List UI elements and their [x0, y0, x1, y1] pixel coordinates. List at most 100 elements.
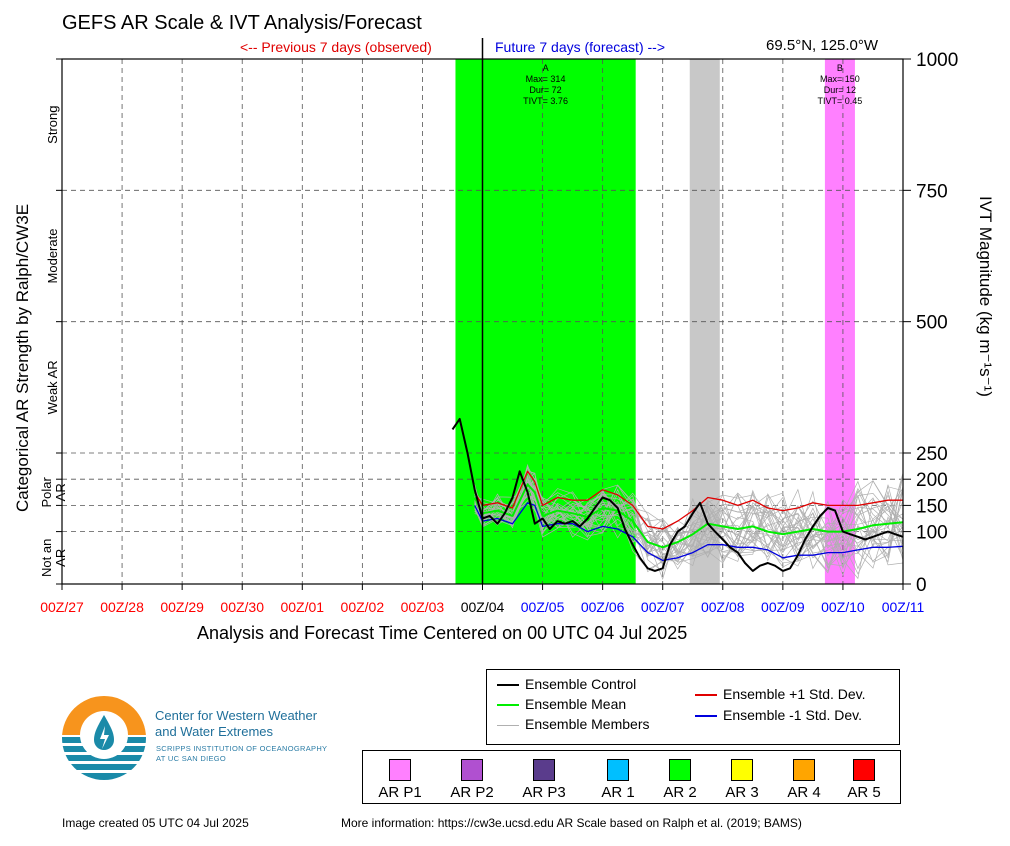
ar-legend-item-5: AR 5	[834, 759, 894, 801]
legend-label: Ensemble Control	[525, 676, 637, 692]
ar-legend-label: AR 3	[725, 784, 759, 801]
x-axis-label: Analysis and Forecast Time Centered on 0…	[197, 623, 688, 643]
legend-swatch	[497, 684, 519, 687]
org-subtitle-line1: SCRIPPS INSTITUTION OF OCEANOGRAPHY	[156, 744, 328, 753]
ar-annotation-text: Dur= 72	[529, 85, 561, 95]
y-axis-label-right: IVT Magnitude (kg m⁻¹s⁻¹)	[976, 196, 995, 397]
legend-label: Ensemble Mean	[525, 696, 627, 712]
ar-legend-label: AR 2	[663, 784, 697, 801]
ar-legend-label: AR 5	[847, 784, 881, 801]
ar-legend-item-4: AR 4	[774, 759, 834, 801]
ensemble-member-line	[474, 470, 904, 563]
legend-label: Ensemble +1 Std. Dev.	[723, 686, 866, 702]
category-label: Strong	[45, 106, 60, 144]
series-ensemble-1-std-dev	[474, 502, 904, 562]
legend-item-members: Ensemble Members	[497, 716, 650, 732]
legend-swatch	[497, 724, 519, 726]
org-name-line1: Center for Western Weather	[155, 708, 318, 723]
cw3e-logo	[62, 696, 146, 780]
series-ensemble-1-std-dev	[474, 470, 903, 530]
ar-color-box	[533, 759, 555, 781]
legend-swatch	[497, 704, 519, 707]
ar-color-box	[669, 759, 691, 781]
ar-legend-item-1: AR 1	[588, 759, 648, 801]
legend-item-plus-std: Ensemble +1 Std. Dev.	[695, 686, 866, 702]
ar-color-box	[461, 759, 483, 781]
ar-legend-item-p1: AR P1	[370, 759, 430, 801]
x-tick-label: 00Z/02	[341, 599, 385, 615]
y-tick-label: 500	[916, 313, 948, 334]
ar-legend-item-3: AR 3	[712, 759, 772, 801]
x-tick-label: 00Z/29	[160, 599, 204, 615]
ar-legend-item-p2: AR P2	[442, 759, 502, 801]
y-tick-label: 250	[916, 444, 948, 465]
ar-annotation-text: Max= 314	[526, 74, 566, 84]
x-tick-label: 00Z/28	[100, 599, 144, 615]
ar-color-box	[853, 759, 875, 781]
series-ensemble-mean	[473, 483, 904, 549]
ar-annotation-text: Max= 150	[820, 74, 860, 84]
y-tick-label: 0	[916, 575, 927, 596]
future-days-label: Future 7 days (forecast) -->	[495, 39, 666, 55]
image-created-label: Image created 05 UTC 04 Jul 2025	[62, 816, 249, 830]
category-label: Moderate	[45, 229, 60, 284]
ar-annotation-text: TIVT= 3.76	[523, 96, 568, 106]
ar-legend-label: AR 1	[601, 784, 635, 801]
x-tick-label: 00Z/08	[701, 599, 745, 615]
y-tick-label: 1000	[916, 50, 958, 71]
series-ensemble-control	[451, 417, 904, 572]
ar-annotation-text: Dur= 12	[824, 85, 856, 95]
x-tick-label: 00Z/07	[641, 599, 685, 615]
axes: 00Z/27 00Z/28 00Z/29 00Z/30 00Z/01 00Z/02 00Z/…	[39, 38, 958, 615]
ar-category-legend: AR P1 AR P2 AR P3 AR 1 AR 2 AR 3 AR 4 AR…	[362, 750, 901, 804]
more-info-label: More information: https://cw3e.ucsd.edu …	[341, 816, 802, 830]
x-tick-label: 00Z/10	[821, 599, 865, 615]
ar-color-box	[793, 759, 815, 781]
legend-label: Ensemble -1 Std. Dev.	[723, 707, 863, 723]
ar-legend-item-2: AR 2	[650, 759, 710, 801]
ar-annotation-text: A	[543, 63, 549, 73]
y-tick-label: 750	[916, 181, 948, 202]
x-tick-label: 00Z/27	[40, 599, 84, 615]
ar-color-box	[731, 759, 753, 781]
ensemble-member-line	[474, 477, 904, 567]
category-label: Polar	[39, 476, 54, 507]
ar-color-box	[389, 759, 411, 781]
previous-days-label: <-- Previous 7 days (observed)	[240, 39, 432, 55]
y-tick-label: 100	[916, 523, 948, 544]
ensemble-member-line	[474, 466, 904, 558]
ar-legend-label: AR 4	[787, 784, 821, 801]
series-lines	[451, 417, 904, 572]
y-axis-label-left: Categorical AR Strength by Ralph/CW3E	[13, 203, 32, 512]
ar-annotation-text: TIVT= 0.45	[818, 96, 863, 106]
y-tick-label: 150	[916, 496, 948, 517]
legend-swatch	[695, 694, 717, 697]
ensemble-member-line	[474, 481, 904, 569]
category-label: AR	[53, 483, 68, 501]
ar-legend-label: AR P3	[522, 784, 566, 801]
chart-title: GEFS AR Scale & IVT Analysis/Forecast	[62, 12, 422, 34]
x-tick-label: 00Z/01	[280, 599, 324, 615]
ar-annotation-text: B	[837, 63, 843, 73]
x-tick-label: 00Z/05	[521, 599, 565, 615]
legend-item-control: Ensemble Control	[497, 676, 636, 692]
ar-legend-label: AR P2	[450, 784, 494, 801]
org-subtitle-line2: AT UC SAN DIEGO	[156, 754, 227, 763]
category-label: Weak AR	[45, 360, 60, 414]
legend-item-mean: Ensemble Mean	[497, 696, 626, 712]
series-legend: Ensemble Control Ensemble Mean Ensemble …	[486, 669, 900, 745]
category-label: Not an	[39, 539, 54, 577]
ar-legend-label: AR P1	[378, 784, 422, 801]
legend-label: Ensemble Members	[525, 716, 650, 732]
legend-swatch	[695, 715, 717, 718]
ar-color-box	[607, 759, 629, 781]
x-tick-label: 00Z/04	[461, 599, 505, 615]
x-tick-label: 00Z/06	[581, 599, 625, 615]
y-tick-label: 200	[916, 470, 948, 491]
x-tick-label: 00Z/11	[882, 599, 925, 615]
org-name-line2: and Water Extremes	[155, 724, 274, 739]
x-tick-label: 00Z/09	[761, 599, 805, 615]
location-label: 69.5°N, 125.0°W	[766, 37, 879, 54]
ar-legend-item-p3: AR P3	[514, 759, 574, 801]
